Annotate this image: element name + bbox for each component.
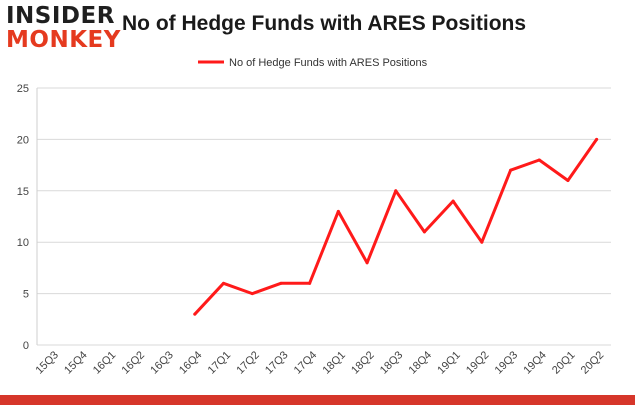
data-point <box>537 158 541 162</box>
x-tick-label: 19Q1 <box>435 349 463 377</box>
chart-title: No of Hedge Funds with ARES Positions <box>122 12 527 35</box>
x-tick-label: 16Q2 <box>120 349 148 377</box>
y-tick-label: 5 <box>23 289 29 301</box>
data-point <box>365 261 369 265</box>
legend-label: No of Hedge Funds with ARES Positions <box>229 57 428 69</box>
x-tick-label: 20Q2 <box>579 349 607 377</box>
data-point <box>480 240 484 244</box>
x-tick-label: 18Q1 <box>320 349 348 377</box>
x-tick-label: 17Q4 <box>292 349 320 377</box>
x-tick-label: 19Q2 <box>464 349 492 377</box>
data-point <box>193 312 197 316</box>
series-line <box>193 137 599 316</box>
data-point <box>250 292 254 296</box>
x-tick-label: 17Q1 <box>206 349 234 377</box>
x-tick-label: 15Q3 <box>33 349 61 377</box>
y-tick-label: 0 <box>23 340 29 352</box>
x-tick-label: 16Q3 <box>148 349 176 377</box>
data-point <box>422 230 426 234</box>
x-tick-label: 16Q4 <box>177 349 205 377</box>
data-point <box>566 179 570 183</box>
x-tick-label: 18Q3 <box>378 349 406 377</box>
x-tick-label: 17Q3 <box>263 349 291 377</box>
x-tick-label: 19Q4 <box>521 349 549 377</box>
x-tick-label: 17Q2 <box>234 349 262 377</box>
x-tick-label: 19Q3 <box>493 349 521 377</box>
x-tick-label: 15Q4 <box>62 349 90 377</box>
data-point <box>394 189 398 193</box>
y-tick-label: 20 <box>17 134 29 146</box>
x-tick-label: 20Q1 <box>550 349 578 377</box>
x-tick-label: 16Q1 <box>91 349 119 377</box>
y-tick-label: 25 <box>17 83 29 95</box>
data-point <box>308 281 312 285</box>
data-point <box>509 168 513 172</box>
insider-monkey-logo: INSIDER MONKEY <box>6 3 120 54</box>
logo-line-1: INSIDER <box>6 3 115 29</box>
data-point <box>451 199 455 203</box>
data-point <box>595 137 599 141</box>
y-tick-label: 15 <box>17 186 29 198</box>
logo-line-2: MONKEY <box>6 27 121 53</box>
data-point <box>336 209 340 213</box>
x-tick-label: 18Q2 <box>349 349 377 377</box>
data-point <box>222 281 226 285</box>
y-tick-label: 10 <box>17 237 29 249</box>
x-tick-label: 18Q4 <box>407 349 435 377</box>
bottom-accent-bar <box>0 395 635 405</box>
data-point <box>279 281 283 285</box>
